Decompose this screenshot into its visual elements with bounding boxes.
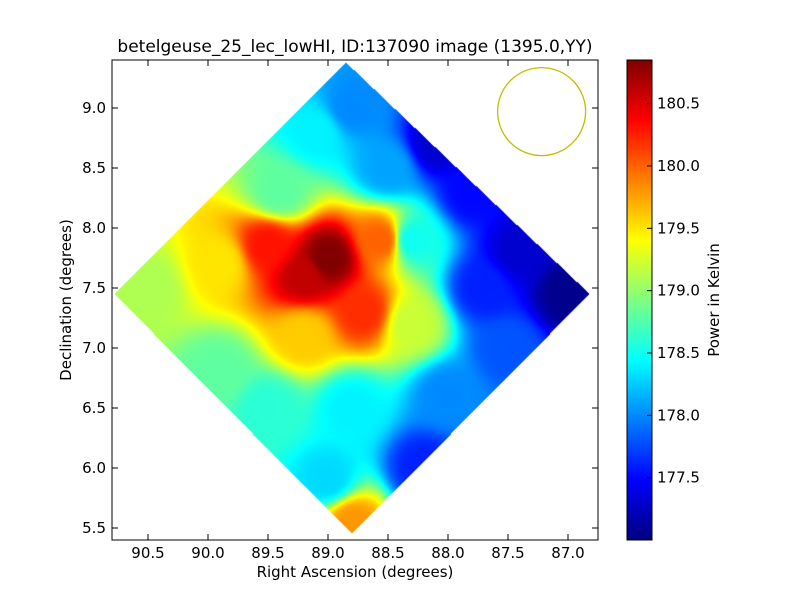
y-tick-label: 8.5: [82, 159, 106, 177]
colorbar-tick-label: 180.5: [657, 95, 700, 113]
x-tick-label: 88.0: [431, 544, 464, 562]
x-tick-label: 88.5: [371, 544, 404, 562]
y-tick-label: 6.0: [82, 459, 106, 477]
colorbar-tick-label: 179.5: [657, 219, 700, 237]
y-tick-label: 5.5: [82, 519, 106, 537]
x-axis-ticks: 90.5 90.0 89.5 89.0 88.5 88.0 87.5 87.0: [131, 60, 585, 562]
x-tick-label: 90.0: [191, 544, 224, 562]
y-tick-label: 8.0: [82, 219, 106, 237]
y-tick-label: 9.0: [82, 99, 106, 117]
x-tick-label: 90.5: [131, 544, 164, 562]
colorbar-tick-label: 178.0: [657, 406, 700, 424]
colorbar-tick-label: 180.0: [657, 157, 700, 175]
beam-circle: [496, 66, 587, 157]
x-axis-label: Right Ascension (degrees): [257, 563, 454, 581]
x-tick-label: 89.5: [251, 544, 284, 562]
chart-title: betelgeuse_25_lec_lowHI, ID:137090 image…: [117, 37, 592, 57]
x-tick-label: 89.0: [311, 544, 344, 562]
heatmap-image: [112, 60, 598, 540]
colorbar: [626, 59, 653, 541]
beam-layer: [496, 66, 587, 157]
x-tick-label: 87.0: [551, 544, 584, 562]
colorbar-tick-label: 178.5: [657, 344, 700, 362]
y-tick-label: 7.5: [82, 279, 106, 297]
y-axis-ticks: 5.5 6.0 6.5 7.0 7.5 8.0 8.5 9.0: [82, 99, 598, 537]
colorbar-ticks: 177.5 178.0 178.5 179.0 179.5 180.0 180.5: [647, 95, 700, 487]
y-tick-label: 6.5: [82, 399, 106, 417]
heatmap-raster: [112, 60, 598, 540]
colorbar-tick-label: 177.5: [657, 469, 700, 487]
y-tick-label: 7.0: [82, 339, 106, 357]
x-tick-label: 87.5: [491, 544, 524, 562]
colorbar-tick-label: 179.0: [657, 282, 700, 300]
y-axis-label: Declination (degrees): [57, 219, 75, 381]
plot-frame: [111, 59, 599, 541]
colorbar-label: Power in Kelvin: [705, 243, 723, 357]
